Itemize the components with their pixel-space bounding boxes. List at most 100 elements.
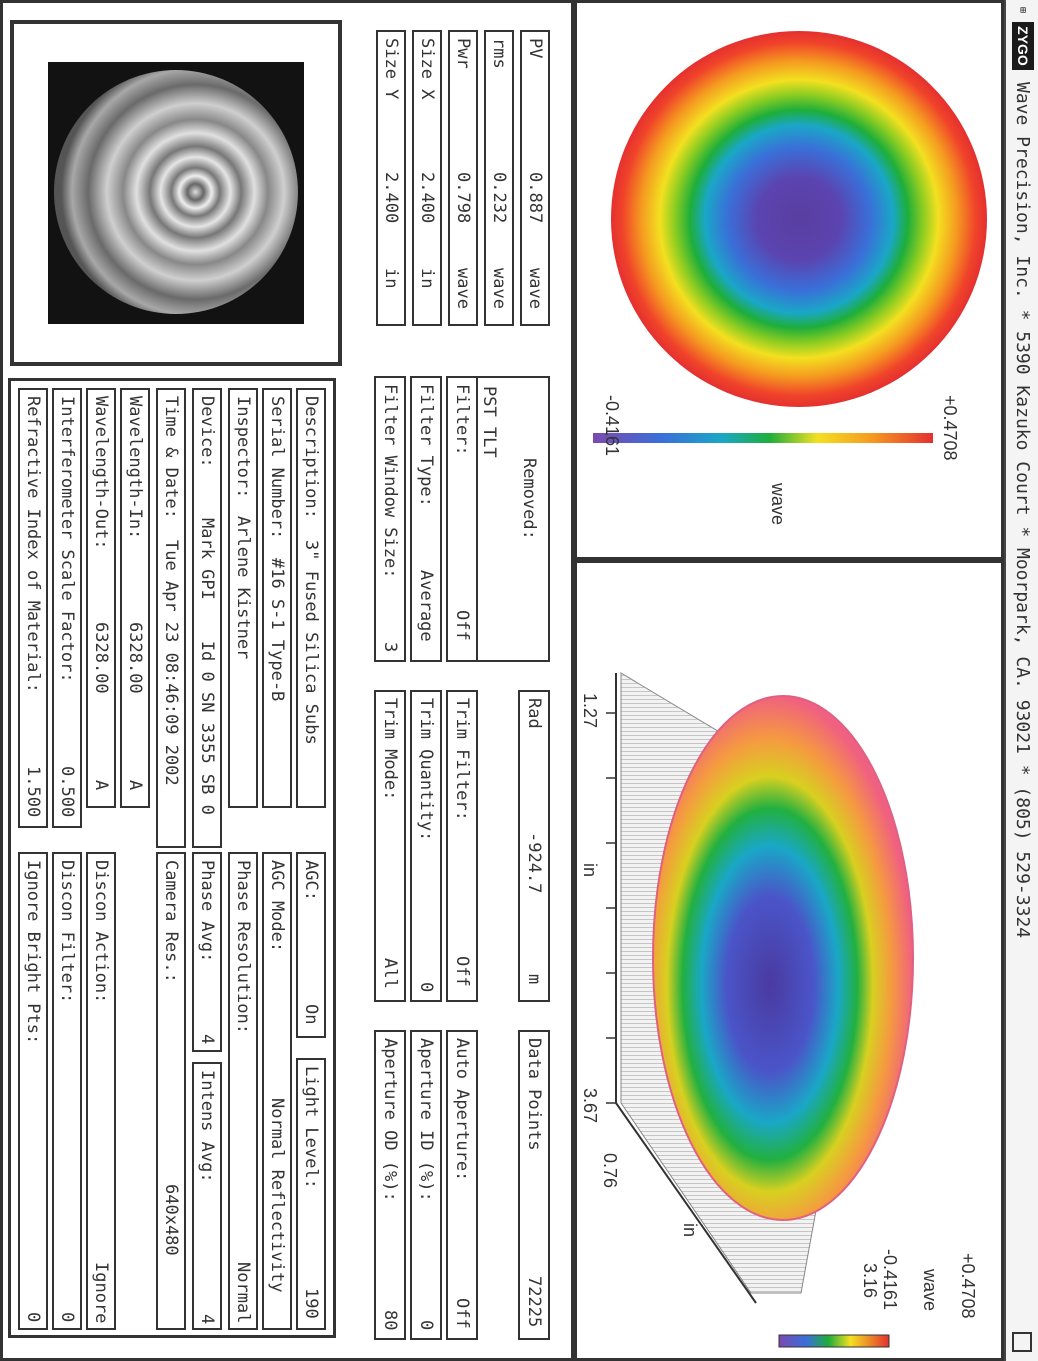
stat-label: Size X [417, 38, 437, 100]
plot3d-x-unit: in [580, 863, 600, 878]
stat-value: 2.400 [381, 172, 401, 224]
refractive-index-label: Refractive Index of Material: [23, 396, 43, 693]
filter-type-row: Filter Type: Average [410, 376, 442, 662]
camera-res-row: Camera Res.: 640x480 [156, 852, 186, 1330]
wavelength-in-value: 6328.00 [125, 622, 145, 694]
filter-window-row: Filter Window Size: 3 [374, 376, 406, 662]
trim-filter-label: Trim Filter: [452, 698, 472, 821]
removed-label: Removed: [519, 458, 539, 540]
stat-row-pv: PV 0.887 wave [520, 30, 550, 326]
inspector-row: Inspector: Arlene Kistner [228, 388, 258, 808]
filter-row: Filter: Off [446, 376, 478, 662]
plot3d-colorbar-max: +0.4708 [958, 1253, 978, 1319]
phase-avg-value: 4 [197, 1034, 217, 1045]
light-level-label: Light Level: [301, 1066, 321, 1189]
refractive-index-row: Refractive Index of Material: 1.500 [18, 388, 48, 828]
wavelength-in-unit: A [125, 780, 145, 791]
fringe-image [48, 62, 304, 324]
wavelength-out-value: 6328.00 [91, 622, 111, 694]
intens-avg-label: Intens Avg: [197, 1070, 217, 1183]
trim-filter-value: Off [452, 956, 472, 987]
plot3d-x-max: 3.67 [580, 1088, 600, 1124]
device-value: Mark GPI Id 0 SN 3355 SB 0 [197, 518, 217, 815]
stat-unit: wave [525, 268, 545, 309]
filter-label: Filter: [452, 384, 472, 456]
stat-value: 0.887 [525, 172, 545, 224]
fringe-image-frame [10, 20, 342, 366]
agc-mode-value: Normal Reflectivity [267, 1098, 287, 1293]
stat-value: 0.232 [489, 172, 509, 224]
stat-row-size-y: Size Y 2.400 in [376, 30, 406, 326]
surface-map-panel: -0.4161 +0.4708 wave [574, 0, 1004, 560]
removed-value: PST TLT [479, 386, 499, 458]
zygo-logo: ZYGO [1012, 22, 1034, 70]
discon-action-value: Ignore [91, 1262, 111, 1324]
plot3d-y-tick: 0.76 [600, 1153, 620, 1189]
agc-value: On [301, 1004, 321, 1025]
stat-unit: wave [489, 268, 509, 309]
stat-label: rms [489, 38, 509, 69]
ignore-bright-label: Ignore Bright Pts: [23, 860, 43, 1045]
agc-label: AGC: [301, 860, 321, 901]
phase-resolution-label: Phase Resolution: [233, 860, 253, 1034]
discon-filter-value: 0 [57, 1312, 77, 1323]
oblique-plot-x-ticks [606, 712, 616, 1104]
aperture-id-value: 0 [416, 1320, 436, 1331]
aperture-od-value: 80 [380, 1310, 400, 1331]
stat-label: Pwr [453, 38, 473, 69]
map2d-colorbar-min: -0.4161 [602, 395, 622, 457]
trim-mode-label: Trim Mode: [380, 698, 400, 801]
refractive-index-value: 1.500 [23, 766, 43, 818]
plot3d-colorbar-min: -0.4161 [880, 1249, 900, 1311]
discon-filter-row: Discon Filter: 0 [52, 852, 82, 1330]
oblique-plot-colorbar [778, 1334, 890, 1348]
camera-res-value: 640x480 [161, 1184, 181, 1256]
stat-label: PV [525, 38, 545, 59]
intens-avg-value: 4 [197, 1314, 217, 1325]
ignore-bright-value: 0 [23, 1312, 43, 1323]
stat-row-size-x: Size X 2.400 in [412, 30, 442, 326]
oblique-plot-svg [606, 672, 914, 1348]
camera-res-label: Camera Res.: [161, 860, 181, 983]
trim-quantity-value: 0 [416, 982, 436, 993]
stat-unit: wave [453, 268, 473, 309]
plot3d-z-range: 3.16 [860, 1263, 880, 1299]
serial-row: Serial Number: #16 S-1 Type-B [262, 388, 292, 808]
device-label: Device: [197, 396, 217, 468]
light-level-row: Light Level: 190 [296, 1058, 326, 1330]
trim-filter-row: Trim Filter: Off [446, 690, 478, 1002]
phase-avg-label: Phase Avg: [197, 860, 217, 963]
trim-quantity-label: Trim Quantity: [416, 698, 436, 842]
window-menu-icon[interactable]: ⊞ [1017, 6, 1028, 14]
discon-filter-label: Discon Filter: [57, 860, 77, 1004]
description-value: 3" Fused Silica Subs [301, 540, 321, 745]
aperture-od-label: Aperture OD (%): [380, 1038, 400, 1202]
surface-map-colorbar [593, 433, 933, 443]
window-resize-icon[interactable] [1012, 1332, 1032, 1352]
serial-value: #16 S-1 Type-B [267, 558, 287, 702]
wavelength-out-label: Wavelength-Out: [91, 396, 111, 550]
aperture-od-row: Aperture OD (%): 80 [374, 1030, 406, 1340]
aperture-id-row: Aperture ID (%): 0 [410, 1030, 442, 1340]
oblique-plot-y-axis [615, 1102, 757, 1304]
filter-type-value: Average [416, 570, 436, 642]
rad-unit: m [524, 974, 544, 985]
stat-row-rms: rms 0.232 wave [484, 30, 514, 326]
map2d-colorbar-max: +0.4708 [940, 395, 960, 461]
scale-factor-value: 0.500 [57, 766, 77, 818]
trim-mode-value: All [380, 958, 400, 989]
time-date-value: Tue Apr 23 08:46:09 2002 [161, 540, 181, 786]
phase-avg-row: Phase Avg: 4 [192, 852, 222, 1052]
oblique-plot-panel: +0.4708 wave -0.4161 3.16 in in 1.27 3.6… [574, 560, 1004, 1361]
aperture-id-label: Aperture ID (%): [416, 1038, 436, 1202]
time-date-label: Time & Date: [161, 396, 181, 519]
trim-mode-row: Trim Mode: All [374, 690, 406, 1002]
plot3d-y-unit: in [680, 1223, 700, 1238]
device-row: Device: Mark GPI Id 0 SN 3355 SB 0 [192, 388, 222, 848]
agc-mode-row: AGC Mode: Normal Reflectivity [262, 852, 292, 1330]
trim-quantity-row: Trim Quantity: 0 [410, 690, 442, 1002]
auto-aperture-value: Off [452, 1298, 472, 1329]
data-points-value: 72225 [524, 1276, 544, 1328]
phase-resolution-value: Normal [233, 1262, 253, 1324]
